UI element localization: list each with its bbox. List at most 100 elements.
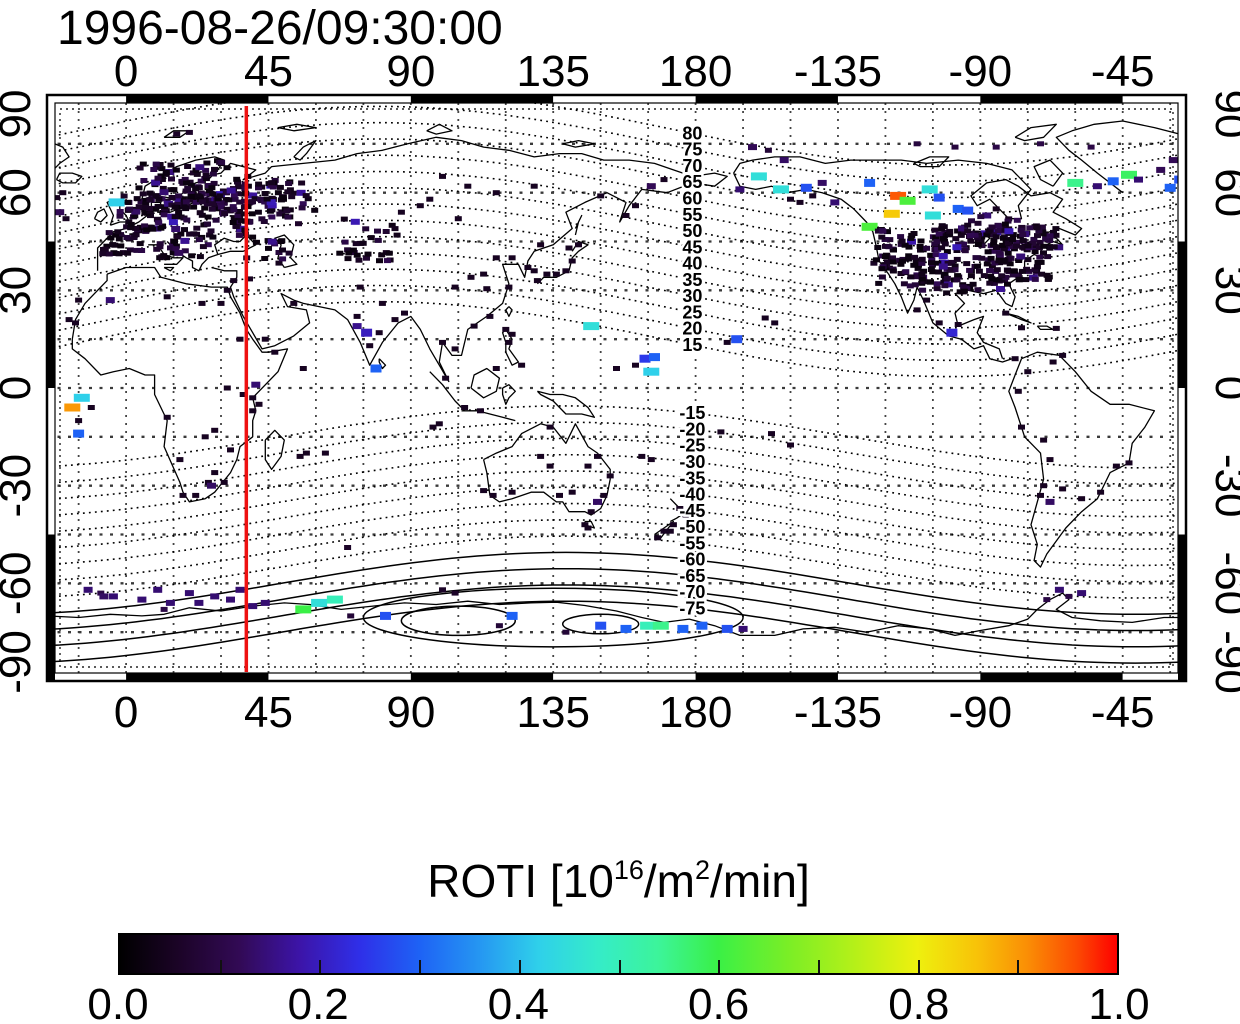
- data-point: [187, 182, 195, 188]
- colorbar-gradient: [118, 933, 1119, 975]
- data-point: [666, 528, 674, 534]
- data-point: [943, 290, 951, 296]
- data-point: [889, 268, 897, 274]
- data-point: [568, 489, 576, 495]
- data-point: [646, 183, 656, 190]
- data-point: [878, 274, 886, 280]
- data-point: [989, 248, 997, 254]
- data-point: [939, 236, 947, 242]
- data-point: [537, 242, 545, 248]
- data-point: [957, 232, 965, 238]
- contour-label: -70: [679, 582, 705, 602]
- data-point: [934, 260, 942, 266]
- frame-zebra-segment: [695, 96, 838, 103]
- data-point: [103, 243, 111, 249]
- contour-label: -55: [679, 533, 705, 553]
- data-point: [1038, 224, 1046, 230]
- data-point: [201, 205, 209, 211]
- data-point: [254, 209, 262, 215]
- data-point: [1036, 254, 1044, 260]
- data-point: [1034, 233, 1041, 239]
- data-point: [356, 284, 364, 290]
- data-point: [779, 157, 789, 164]
- data-point: [961, 248, 969, 254]
- data-point: [158, 166, 166, 172]
- data-point: [220, 479, 228, 485]
- contour-label: 20: [682, 319, 702, 339]
- data-point: [1000, 246, 1008, 252]
- data-point: [105, 230, 113, 236]
- data-point: [378, 252, 386, 258]
- data-point: [195, 164, 205, 171]
- data-point: [669, 522, 677, 528]
- data-point: [900, 281, 908, 287]
- data-point: [416, 203, 424, 209]
- data-point: [374, 228, 381, 234]
- data-point: [974, 263, 981, 269]
- contour-label: 70: [682, 156, 702, 176]
- data-point: [935, 269, 943, 275]
- data-point: [990, 241, 998, 247]
- coastline: [482, 423, 611, 516]
- data-point: [184, 164, 192, 169]
- data-point: [110, 250, 118, 256]
- coastline: [1055, 120, 1184, 194]
- data-point: [988, 276, 996, 282]
- data-point: [171, 214, 179, 220]
- data-point: [502, 326, 510, 332]
- data-point: [889, 259, 897, 265]
- data-point: [209, 234, 217, 240]
- data-point: [565, 245, 573, 251]
- data-point: [226, 596, 235, 603]
- data-point: [967, 273, 975, 279]
- data-point: [533, 278, 541, 284]
- data-point: [897, 234, 905, 240]
- data-point: [123, 224, 131, 230]
- data-point: [353, 252, 361, 258]
- data-point: [883, 259, 891, 265]
- coastline: [733, 172, 1013, 363]
- data-point: [941, 241, 949, 247]
- data-point: [480, 488, 488, 494]
- data-point: [1034, 259, 1042, 265]
- data-point: [344, 247, 352, 253]
- data-point: [120, 193, 128, 199]
- data-point: [640, 621, 657, 630]
- data-point: [131, 208, 141, 215]
- data-point: [1004, 281, 1011, 287]
- data-point: [349, 247, 357, 253]
- data-point: [249, 408, 257, 414]
- frame-inner-outline: [54, 102, 1179, 674]
- data-point: [298, 180, 306, 186]
- data-point: [918, 260, 926, 266]
- data-point: [361, 328, 373, 337]
- data-point: [223, 287, 231, 293]
- data-point: [126, 206, 134, 212]
- colorbar-minor-tick: [718, 960, 721, 973]
- data-point: [1077, 590, 1087, 597]
- data-point: [1121, 170, 1137, 179]
- frame-zebra-segment: [1178, 95, 1185, 242]
- data-point: [311, 207, 319, 213]
- data-point: [182, 206, 190, 212]
- data-point: [1024, 369, 1032, 375]
- data-point: [55, 209, 65, 216]
- data-point: [885, 265, 893, 271]
- contour-line: [49, 600, 1184, 664]
- colorbar-title-text-2: /m: [643, 855, 696, 907]
- data-point: [606, 473, 614, 479]
- data-point: [171, 204, 179, 210]
- coastline: [378, 358, 387, 370]
- data-point: [158, 177, 166, 182]
- data-point: [195, 185, 203, 191]
- data-point: [899, 196, 916, 205]
- data-point: [359, 240, 367, 246]
- data-point: [268, 207, 276, 213]
- colorbar-tick-label: 0.2: [287, 980, 349, 1024]
- data-point: [996, 286, 1005, 292]
- data-point: [302, 450, 310, 456]
- data-point: [168, 219, 178, 226]
- data-point: [943, 275, 951, 281]
- data-point: [971, 232, 979, 238]
- frame-zebra-segment: [268, 96, 411, 103]
